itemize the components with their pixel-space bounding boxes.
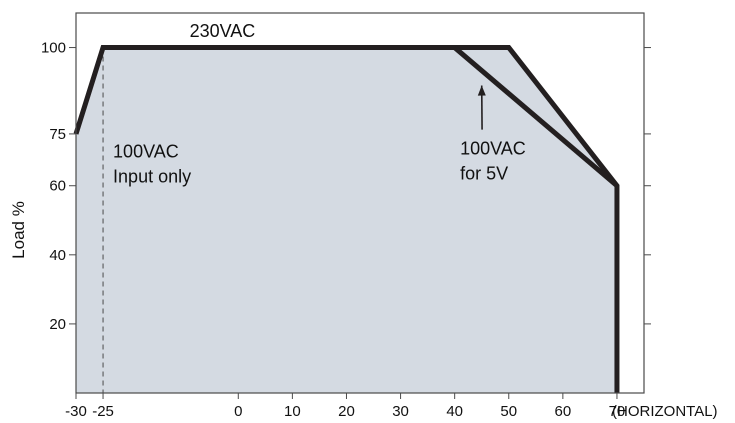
plot-area [73,45,620,393]
annotation-100vac-for-5v: for 5V [460,164,508,184]
operating-area [76,47,617,393]
annotation-arrow-head [477,85,486,96]
y-tick-label: 75 [49,126,66,143]
annotation-230vac: 230VAC [190,21,256,41]
x-tick-label: 10 [284,403,301,420]
tick-labels: 20 40 60 75 100 -30 -25 0 10 20 30 40 50 60 70(HORIZON… [9,40,718,420]
x-tick-label: 40 [446,403,463,420]
y-tick-label: 100 [41,40,66,57]
annotation-100vac-for-5v: 100VAC [460,139,526,159]
series-line-1 [453,45,619,188]
y-tick-label: 60 [49,178,66,195]
plot-frame [75,12,645,394]
y-axis-label: Load % [9,201,28,259]
annotations: 230VAC 100VAC Input only 100VAC for 5V [113,21,526,186]
x-tick-label: 0 [234,403,242,420]
axes [69,12,651,399]
x-tick-label: 70 [609,403,626,420]
x-tick-label: 50 [500,403,517,420]
x-axis-label: (HORIZONTAL) [612,403,718,420]
x-tick-label: 30 [392,403,409,420]
x-tick-label: 20 [338,403,355,420]
series-line-0 [73,45,620,393]
x-tick-label: 60 [555,403,572,420]
annotation-100vac-input-only: 100VAC [113,142,179,162]
annotation-100vac-input-only: Input only [113,167,191,187]
x-tick-label: -25 [92,403,114,420]
x-tick-label: -30 [65,403,87,420]
y-tick-label: 40 [49,247,66,264]
y-tick-label: 20 [49,316,66,333]
